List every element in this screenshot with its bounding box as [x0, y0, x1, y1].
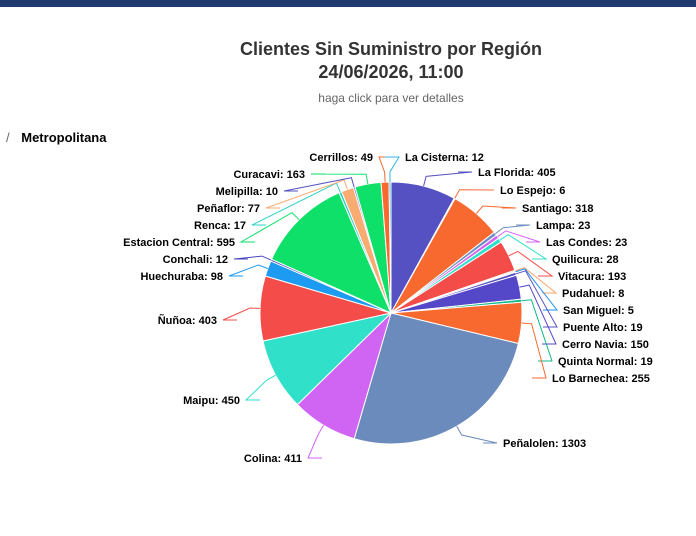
- label-connector-san-miguel: [515, 268, 559, 311]
- data-label-lo-barnechea: Lo Barnechea: 255: [552, 373, 650, 385]
- pie-slice-penalolen[interactable]: [353, 312, 520, 445]
- label-connector-lampa: [494, 224, 531, 235]
- chart-title: Clientes Sin Suministro por Región 24/06…: [141, 38, 641, 84]
- label-connector-renca: [251, 182, 341, 226]
- breadcrumb-separator: /: [6, 130, 10, 145]
- label-connector-quinta-normal: [521, 299, 553, 362]
- label-connector-melipilla: [283, 177, 355, 192]
- label-connector-la-florida: [423, 171, 473, 187]
- chart-title-line-1: Clientes Sin Suministro por Región: [239, 39, 543, 59]
- data-label-san-miguel: San Miguel: 5: [563, 305, 634, 317]
- data-label-vitacura: Vitacura: 193: [558, 271, 626, 283]
- data-label-cerrillos: Cerrillos: 49: [309, 152, 373, 164]
- label-connector-pudahuel: [514, 267, 558, 294]
- pie-slice-estacion-central[interactable]: [270, 192, 392, 314]
- data-label-estacion-central: Estacion Central: 595: [123, 237, 235, 249]
- label-connector-curacavi: [310, 173, 369, 185]
- data-label-lo-espejo: Lo Espejo: 6: [500, 185, 565, 197]
- label-connector-colina: [307, 425, 325, 459]
- label-connector-cerro-navia: [519, 284, 557, 345]
- data-label-santiago: Santiago: 318: [522, 203, 594, 215]
- data-label-la-florida: La Florida: 405: [478, 167, 556, 179]
- data-label-cerro-navia: Cerro Navia: 150: [562, 339, 649, 351]
- label-connector-huechuraba: [228, 264, 268, 277]
- data-label-quinta-normal: Quinta Normal: 19: [558, 356, 653, 368]
- label-connector-penalolen: [456, 426, 498, 444]
- data-label-curacavi: Curacavi: 163: [233, 169, 305, 181]
- data-label-huechuraba: Huechuraba: 98: [140, 271, 223, 283]
- label-connector-lo-barnechea: [521, 322, 547, 379]
- data-label-quilicura: Quilicura: 28: [552, 254, 619, 266]
- data-label-maipu: Maipu: 450: [183, 395, 240, 407]
- pie-slice-la-cisterna[interactable]: [388, 181, 392, 314]
- data-label-colina: Colina: 411: [244, 453, 302, 465]
- data-label-renca: Renca: 17: [194, 220, 246, 232]
- label-connector-quilicura: [499, 234, 548, 260]
- label-connector-nunoa: [222, 307, 261, 321]
- label-connector-puente-alto: [515, 270, 558, 328]
- chart-title-line-2: 24/06/2026, 11:00: [318, 62, 464, 82]
- label-connector-penaflor: [265, 179, 348, 209]
- label-connector-la-cisterna: [385, 156, 400, 183]
- data-label-las-condes: Las Condes: 23: [546, 237, 627, 249]
- data-label-lampa: Lampa: 23: [536, 220, 590, 232]
- label-connector-las-condes: [497, 230, 541, 243]
- top-accent-bar: [0, 0, 696, 7]
- data-label-penalolen: Peñalolen: 1303: [503, 438, 586, 450]
- data-label-pudahuel: Pudahuel: 8: [562, 288, 624, 300]
- label-connector-vitacura: [508, 250, 554, 277]
- data-label-melipilla: Melipilla: 10: [216, 186, 278, 198]
- label-connector-lo-espejo: [454, 189, 495, 199]
- data-label-penaflor: Peñaflor: 77: [197, 203, 260, 215]
- data-label-conchali: Conchali: 12: [163, 254, 228, 266]
- label-connector-conchali: [233, 255, 272, 261]
- data-label-la-cisterna: La Cisterna: 12: [405, 152, 484, 164]
- label-connector-santiago: [475, 205, 517, 214]
- data-label-nunoa: Ñuñoa: 403: [158, 314, 217, 327]
- data-label-puente-alto: Puente Alto: 19: [563, 322, 643, 334]
- label-connector-maipu: [244, 374, 276, 401]
- breadcrumb-current: Metropolitana: [21, 130, 107, 145]
- breadcrumb: / Metropolitana: [6, 130, 106, 145]
- label-connector-estacion-central: [239, 211, 300, 243]
- chart-subtitle: haga click para ver detalles: [318, 91, 464, 105]
